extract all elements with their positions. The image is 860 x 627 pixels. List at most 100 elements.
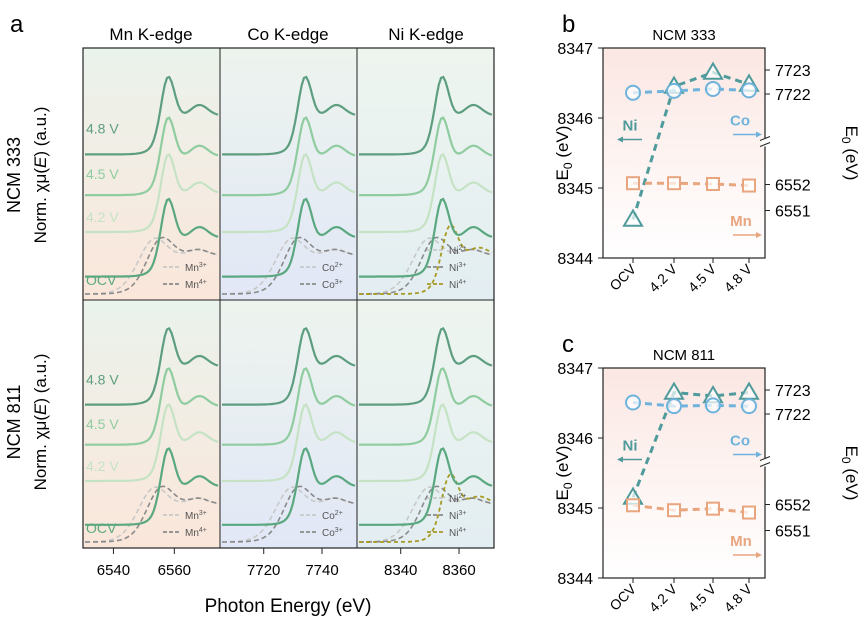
legend-charge: 2+	[458, 245, 466, 252]
panel-a: Mn K-edge Co K-edge Ni K-edge NCM 333 NC…	[4, 25, 495, 617]
x-tick-label: 4.5 V	[685, 260, 720, 295]
legend-element: Co	[322, 511, 335, 522]
column-title-co: Co K-edge	[247, 25, 328, 44]
marker-co	[741, 398, 757, 415]
y-tick-label-left: 8347	[557, 361, 593, 378]
y-axis-label-right: E0 (eV)	[839, 446, 860, 501]
legend-charge: 3+	[199, 510, 207, 517]
spectrum-4p5v	[222, 116, 356, 197]
voltage-label: 4.5 V	[86, 166, 119, 182]
series-arrowhead-ni	[617, 136, 623, 143]
marker-mn	[706, 176, 720, 191]
x-tick-label: 4.8 V	[721, 260, 756, 295]
plot-frame	[602, 367, 766, 579]
plot-title: NCM 333	[652, 27, 715, 44]
series-line-mn	[632, 503, 750, 515]
row-label-ncm811: NCM 811	[4, 385, 24, 460]
marker-co	[741, 82, 757, 99]
y-tick-label-right: 6552	[775, 498, 811, 515]
panel-bg-ni	[357, 300, 494, 548]
series-line-co	[632, 87, 750, 95]
marker-co	[625, 394, 641, 411]
y-tick-label-left: 8347	[557, 41, 593, 58]
legend-charge: 3+	[335, 279, 343, 286]
ylabel-top-prefix: Norm.	[31, 197, 50, 243]
x-tick-label: OCV	[606, 580, 639, 613]
legend-label: Co3+	[322, 279, 343, 291]
row-label-ncm333: NCM 333	[4, 137, 24, 213]
axis-break-mark	[759, 456, 771, 461]
y-axis-label-right: E0 (eV)	[839, 126, 860, 181]
axis-break-mark	[759, 142, 771, 147]
x-tick-label: 6560	[158, 562, 191, 579]
series-label-ni: Ni	[623, 438, 638, 455]
y-axis-label-e: E	[553, 169, 572, 180]
y-tick-label-left: 8346	[557, 431, 593, 448]
spectrum-4p5v	[359, 116, 493, 197]
legend-label: Ni2+	[449, 245, 466, 257]
x-tick-label: 7740	[305, 562, 338, 579]
y-tick-label-left: 8345	[557, 181, 593, 198]
panel-bg-mn	[83, 48, 220, 300]
y-tick-label-right: 7722	[775, 407, 811, 424]
panel-c: NCM 811 8344 8345 8346 8347 7722 7723 6551 6552 E…	[553, 347, 860, 615]
y-tick-label-right: 7723	[775, 383, 811, 400]
series-line-mn	[633, 181, 750, 187]
spectrum-4p8v	[359, 75, 493, 156]
series-arrowhead-co	[756, 451, 762, 458]
xlabel-a: Photon Energy (eV)	[205, 596, 372, 617]
legend-charge: 4+	[199, 279, 207, 286]
legend-element: Ni	[449, 511, 458, 522]
legend-charge: 3+	[335, 527, 343, 534]
column-title-mn: Mn K-edge	[109, 25, 192, 44]
spectrum-4p2v	[85, 403, 219, 483]
series-label-mn: Mn	[730, 533, 752, 550]
x-tick-label: OCV	[606, 260, 639, 293]
y-tick-label-right: 7723	[775, 63, 811, 80]
marker-co	[705, 397, 721, 414]
plot-title: NCM 811	[653, 347, 715, 364]
marker-co	[666, 398, 682, 415]
legend-charge: 3+	[458, 262, 466, 269]
marker-co	[705, 80, 721, 97]
legend-label: Ni2+	[449, 493, 466, 505]
y-axis-label-e: E	[842, 446, 860, 457]
column-title-ni: Ni K-edge	[388, 25, 464, 44]
y-axis-label-sub: 0	[561, 162, 575, 169]
marker-mn	[667, 176, 681, 191]
legend-label: Mn4+	[185, 279, 207, 291]
series-arrowhead-ni	[617, 456, 623, 463]
ylabel-top-chi: χμ(	[31, 168, 50, 193]
plot-frame	[602, 47, 766, 259]
voltage-label: 4.8 V	[86, 371, 119, 387]
spectrum-ocv	[222, 197, 356, 278]
legend-charge: 2+	[458, 493, 466, 500]
reference-curve-co-1	[222, 486, 356, 543]
marker-mn	[626, 498, 640, 513]
panel-bg-co	[220, 48, 357, 300]
spectrum-ocv	[85, 447, 219, 526]
legend-charge: 4+	[458, 279, 466, 286]
series-label-mn: Mn	[730, 213, 752, 230]
x-tick-label: 4.8 V	[721, 580, 756, 615]
panel-bg-ni	[357, 48, 494, 300]
panel-label-b: b	[562, 11, 575, 38]
y-axis-label-left: E0 (eV)	[553, 126, 575, 181]
legend-charge: 2+	[335, 262, 343, 269]
series-arrowhead-mn	[756, 232, 762, 238]
legend-label: Co2+	[322, 510, 343, 522]
legend-element: Mn	[185, 528, 199, 539]
marker-mn	[742, 505, 756, 520]
ylabel-bottom-e: E	[31, 403, 50, 415]
reference-curve-ni-3	[359, 473, 493, 543]
spectrum-ocv	[222, 447, 356, 526]
legend-label: Ni3+	[449, 510, 466, 522]
spectrum-4p2v	[359, 153, 493, 234]
spectrum-ocv	[359, 447, 493, 526]
spectrum-4p2v	[222, 153, 356, 234]
ylabel-bottom-chi: χμ(	[31, 415, 50, 440]
reference-curve-co-2	[222, 236, 356, 295]
ylabel-top: Norm. χμ(E) (a.u.)	[31, 107, 50, 244]
panel-label-c: c	[562, 331, 574, 358]
reference-curve-ni-1	[359, 486, 493, 543]
